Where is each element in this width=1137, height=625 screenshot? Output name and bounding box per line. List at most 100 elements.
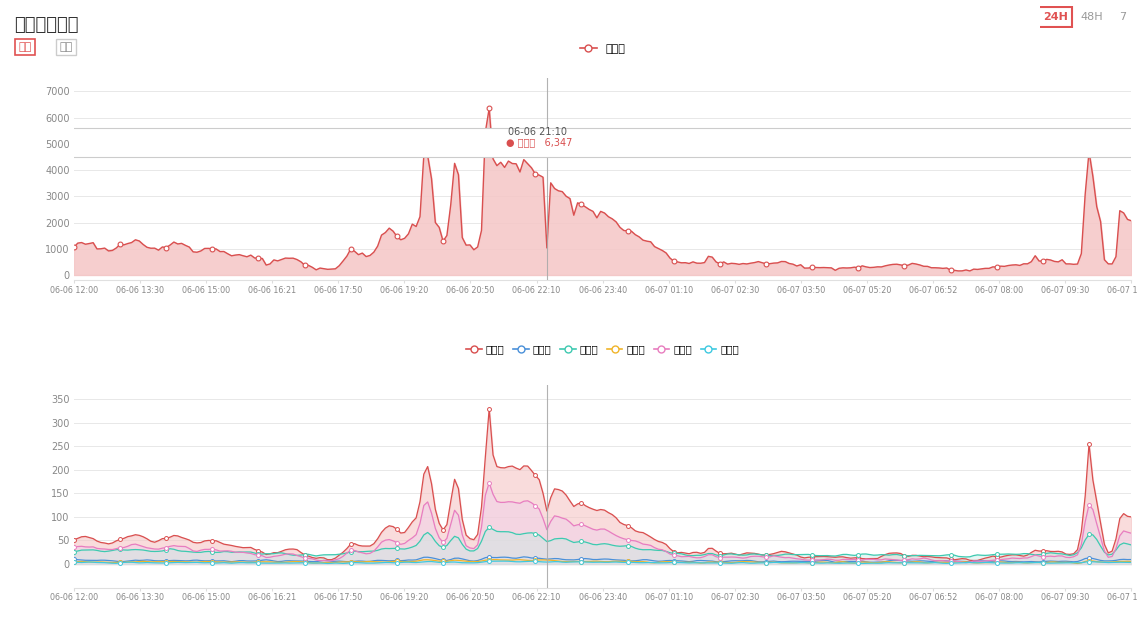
点赞数 — [702, 551, 715, 559]
Point — [204, 544, 222, 554]
Line: 点赞数: 点赞数 — [74, 483, 1131, 562]
Point — [1080, 439, 1098, 449]
Point — [803, 555, 821, 565]
FancyBboxPatch shape — [1038, 7, 1072, 27]
Point — [434, 236, 453, 246]
Text: 7: 7 — [1119, 12, 1126, 22]
Point — [711, 259, 729, 269]
Point — [665, 558, 683, 568]
Point — [1034, 549, 1052, 559]
Point — [157, 556, 175, 566]
Point — [665, 256, 683, 266]
Point — [895, 551, 913, 561]
Point — [572, 536, 590, 546]
Point — [1080, 553, 1098, 563]
Point — [941, 556, 960, 566]
投币数 — [67, 556, 81, 563]
Point — [526, 529, 545, 539]
Point — [296, 552, 314, 562]
评论数 — [206, 558, 219, 566]
Point — [111, 534, 130, 544]
Text: 增量: 增量 — [18, 42, 32, 52]
Point — [388, 538, 406, 548]
点赞数 — [805, 556, 819, 564]
投币数 — [702, 557, 715, 564]
Legend: 弹幕数, 投币数, 收藏数, 评论数, 点赞数, 分享数: 弹幕数, 投币数, 收藏数, 评论数, 点赞数, 分享数 — [462, 340, 744, 358]
Point — [434, 525, 453, 535]
Text: 06-06 21:10: 06-06 21:10 — [508, 127, 567, 137]
投币数 — [829, 559, 843, 566]
Line: 投币数: 投币数 — [74, 557, 1131, 562]
Point — [65, 557, 83, 567]
Point — [204, 556, 222, 566]
Point — [803, 552, 821, 562]
评论数 — [702, 558, 715, 566]
Point — [341, 244, 359, 254]
分享数 — [624, 559, 638, 566]
Point — [388, 556, 406, 566]
投币数 — [609, 556, 623, 564]
Point — [849, 555, 868, 565]
Point — [65, 242, 83, 252]
Point — [757, 550, 775, 560]
Line: 评论数: 评论数 — [74, 559, 1131, 564]
Point — [111, 558, 130, 568]
收藏数 — [482, 524, 496, 531]
Text: ● 播放数   6,347: ● 播放数 6,347 — [506, 137, 572, 147]
Point — [619, 226, 637, 236]
Point — [895, 555, 913, 565]
Point — [711, 549, 729, 559]
分享数 — [810, 559, 823, 567]
Point — [711, 557, 729, 567]
Point — [157, 533, 175, 543]
Point — [757, 558, 775, 568]
Point — [619, 558, 637, 568]
弹幕数 — [459, 531, 473, 539]
Point — [572, 519, 590, 529]
Point — [249, 558, 267, 568]
Point — [988, 556, 1006, 566]
Point — [941, 265, 960, 275]
Point — [249, 556, 267, 566]
分享数 — [705, 559, 719, 567]
弹幕数 — [67, 536, 81, 544]
收藏数 — [609, 542, 623, 549]
Point — [895, 551, 913, 561]
Line: 分享数: 分享数 — [74, 561, 1131, 564]
点赞数 — [621, 536, 634, 543]
Point — [665, 556, 683, 566]
Point — [204, 547, 222, 557]
Point — [757, 558, 775, 568]
评论数 — [487, 556, 500, 563]
Point — [249, 546, 267, 556]
弹幕数 — [702, 545, 715, 552]
Text: 总量: 总量 — [59, 42, 73, 52]
Point — [1034, 552, 1052, 562]
Point — [619, 541, 637, 551]
投币数 — [206, 557, 219, 564]
Point — [619, 521, 637, 531]
点赞数 — [67, 544, 81, 551]
评论数 — [1071, 560, 1085, 568]
Line: 弹幕数: 弹幕数 — [74, 409, 1131, 561]
Point — [388, 556, 406, 566]
Point — [803, 262, 821, 272]
FancyBboxPatch shape — [0, 128, 1137, 157]
收藏数 — [206, 548, 219, 556]
Point — [434, 538, 453, 548]
Point — [988, 262, 1006, 272]
Point — [157, 558, 175, 568]
Point — [341, 557, 359, 567]
Point — [296, 556, 314, 566]
Point — [526, 501, 545, 511]
Point — [572, 554, 590, 564]
收藏数 — [67, 548, 81, 556]
Point — [619, 556, 637, 566]
Point — [65, 542, 83, 552]
Point — [1080, 529, 1098, 539]
Point — [434, 556, 453, 566]
Legend: 播放数: 播放数 — [575, 39, 630, 58]
Point — [711, 558, 729, 568]
Point — [388, 524, 406, 534]
Point — [296, 549, 314, 559]
